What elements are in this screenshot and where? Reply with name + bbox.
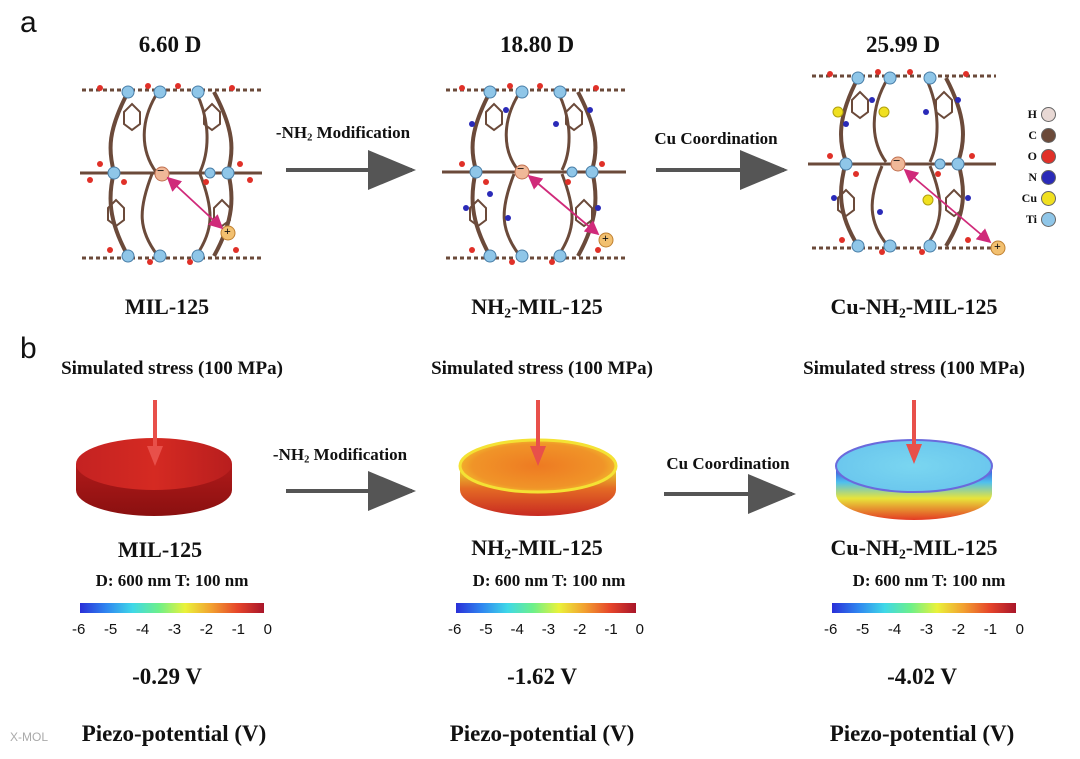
piezo-label-3: Piezo-potential (V): [829, 721, 1015, 746]
arrow-label-b-modification: -NH2 Modification: [272, 445, 408, 466]
dimensions-1: D: 600 nm T: 100 nm: [95, 571, 249, 590]
legend-item-ti: Ti: [1006, 209, 1056, 230]
colorbar-1: [80, 603, 264, 613]
piezo-label-2: Piezo-potential (V): [449, 721, 635, 746]
colorbar-ticks-3: -6 -5 -4 -3 -2 -1 0: [824, 621, 1024, 638]
voltage-value-1: -0.29 V: [132, 664, 202, 689]
legend-item-c: C: [1006, 125, 1056, 146]
atom-c-icon: [1041, 128, 1056, 143]
compound-name-b-1: MIL-125: [117, 537, 203, 562]
panel-b-letter: b: [20, 332, 37, 365]
stress-label-3: Simulated stress (100 MPa): [803, 358, 1025, 379]
negative-charge-3: −: [893, 153, 901, 168]
atom-o-icon: [1041, 149, 1056, 164]
arrow-label-a-cu-coordination: Cu Coordination: [654, 129, 778, 148]
compound-name-b-2: NH2-MIL-125: [471, 535, 603, 562]
legend-item-h: H: [1006, 104, 1056, 125]
dipole-value-cu: 25.99 D: [865, 32, 941, 57]
arrow-label-b-cu-coordination: Cu Coordination: [666, 454, 790, 473]
disc-mil125: [76, 438, 232, 516]
mof-structure-nh2-mil125: [442, 83, 626, 265]
compound-name-a-3: Cu-NH2-MIL-125: [830, 294, 998, 321]
atom-n-icon: [1041, 170, 1056, 185]
atom-legend: H C O N Cu Ti: [1006, 104, 1056, 230]
colorbar-2: [456, 603, 636, 613]
atom-cu-icon: [1041, 191, 1056, 206]
dipole-value-nh2: 18.80 D: [499, 32, 575, 57]
stress-arrow-3: [906, 400, 922, 464]
colorbar-3: [832, 603, 1016, 613]
stress-label-2: Simulated stress (100 MPa): [431, 358, 653, 379]
atom-ti-icon: [1041, 212, 1056, 227]
mof-structure-cu-nh2-mil125: [808, 69, 1006, 256]
legend-item-o: O: [1006, 146, 1056, 167]
disc-cu-nh2-mil125: [835, 439, 993, 520]
voltage-value-3: -4.02 V: [887, 664, 957, 689]
stress-arrow-1: [147, 400, 163, 466]
colorbar-ticks-2: -6 -5 -4 -3 -2 -1 0: [448, 621, 644, 638]
voltage-value-2: -1.62 V: [507, 664, 577, 689]
dimensions-2: D: 600 nm T: 100 nm: [472, 571, 626, 590]
colorbar-ticks-1: -6 -5 -4 -3 -2 -1 0: [72, 621, 272, 638]
positive-charge-3: +: [994, 239, 1001, 253]
mof-structure-mil125: [80, 83, 262, 265]
compound-name-a-1: MIL-125: [124, 294, 210, 319]
panel-a-letter: a: [20, 6, 37, 39]
atom-h-icon: [1041, 107, 1056, 122]
stress-label-1: Simulated stress (100 MPa): [61, 358, 283, 379]
negative-charge-1: −: [157, 163, 165, 178]
stress-arrow-2: [530, 400, 546, 466]
arrow-label-a-modification: -NH2 Modification: [275, 123, 411, 144]
dipole-value-mil125: 6.60 D: [138, 32, 202, 57]
positive-charge-2: +: [602, 231, 609, 245]
legend-item-n: N: [1006, 167, 1056, 188]
positive-charge-1: +: [224, 224, 231, 238]
piezo-label-1: Piezo-potential (V): [81, 721, 267, 746]
dimensions-3: D: 600 nm T: 100 nm: [852, 571, 1006, 590]
watermark: X-MOL: [10, 730, 49, 744]
compound-name-b-3: Cu-NH2-MIL-125: [830, 535, 998, 562]
negative-charge-2: −: [517, 161, 525, 176]
legend-item-cu: Cu: [1006, 188, 1056, 209]
compound-name-a-2: NH2-MIL-125: [471, 294, 603, 321]
